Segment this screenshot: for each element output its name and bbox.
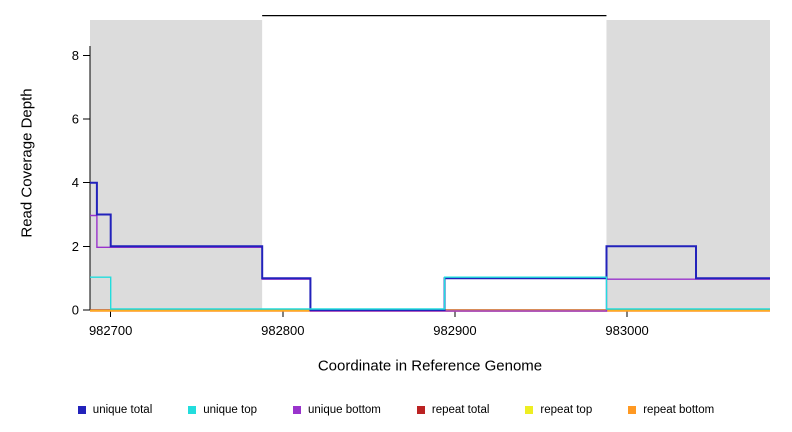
repeat-region-shading [606,20,770,310]
series-unique-top-line [90,276,770,310]
legend-item-repeat-bottom: repeat bottom [628,404,714,416]
repeat-region-shading [90,20,263,310]
y-tick-label: 0 [72,303,79,318]
legend-swatch-unique-bottom [292,406,301,414]
legend-item-unique-top: unique top [188,404,257,416]
legend-swatch-repeat-total [416,406,425,414]
x-tick-label: 983000 [605,323,648,338]
legend-swatch-unique-total [77,406,86,414]
series-unique-total-line [90,181,770,311]
x-axis-title: Coordinate in Reference Genome [317,357,543,375]
y-axis-title: Read Coverage Depth [18,88,36,238]
y-tick-label: 4 [72,175,79,190]
legend-swatch-unique-top [188,406,197,414]
legend-label: repeat total [431,404,490,416]
legend-label: repeat bottom [643,404,715,416]
x-tick-label: 982900 [433,323,476,338]
x-tick-label: 982700 [89,323,132,338]
legend-item-repeat-total: repeat total [416,404,490,416]
y-tick-label: 2 [72,239,79,254]
legend-swatch-repeat-bottom [628,406,637,414]
legend-item-repeat-top: repeat top [525,404,592,416]
legend-label: repeat top [540,404,593,416]
legend: unique total unique top unique bottom repea… [0,404,792,416]
plot-area: 982700 982800 982900 983000 0 2 4 6 8 [72,14,770,338]
x-tick-label: 982800 [261,323,304,338]
legend-item-unique-total: unique total [77,404,153,416]
y-tick-label: 8 [72,48,79,63]
legend-label: unique top [203,404,257,416]
legend-item-unique-bottom: unique bottom [292,404,381,416]
y-tick-label: 6 [72,112,79,127]
legend-swatch-repeat-top [525,406,534,414]
legend-label: unique bottom [307,404,381,416]
legend-label: unique total [92,404,153,416]
